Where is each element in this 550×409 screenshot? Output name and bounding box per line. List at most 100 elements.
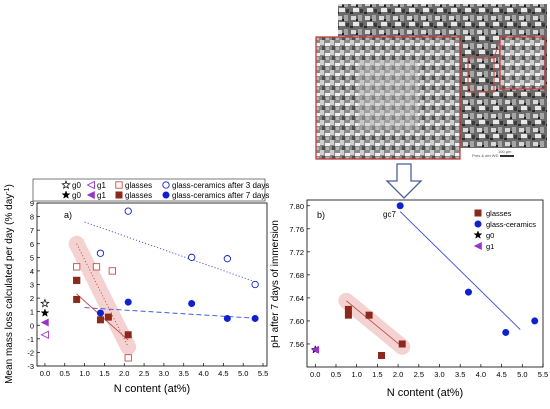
- point-gc_7d: [251, 314, 259, 322]
- chart-a-ytick-label: 8: [30, 213, 34, 222]
- chart-a-ytick-label: 0: [30, 321, 34, 330]
- chart-a-xtick-label: 4.0: [198, 369, 208, 378]
- point-glasses_7d: [104, 313, 112, 321]
- point-gc_3d: [251, 280, 259, 289]
- legend-glasses-marker: [474, 209, 482, 217]
- chart-b-xtick-label: 1.0: [351, 370, 361, 379]
- chart-a-xtick-label: 0.0: [40, 369, 50, 378]
- chart-b-ticks: 0.0 0.5 1.0 1.5 2.0 2.5 3.0 3.5 4.0 4.5 5.0 5.5 7.56…: [289, 202, 548, 379]
- point-glasses_3d: [92, 263, 101, 271]
- legend-g0-label: g0: [486, 231, 494, 240]
- chart-a-ylabel-close: ): [4, 184, 15, 187]
- point-glass-ceramics: [464, 288, 472, 296]
- point-glasses_3d: [108, 267, 116, 275]
- legend-glasses-3d-label: glasses: [125, 181, 152, 190]
- chart-b: b) N content (at%) pH after 7 days of im…: [270, 199, 548, 399]
- chart-a-ticks: 0.0 0.5 1.0 1.5 2.0 2.5 3.0 3.5 4.0 4.5 5.0 5.5 -3 -2…: [27, 199, 268, 378]
- point-g1_7d: [40, 318, 49, 327]
- chart-a-xtick-label: 2.0: [119, 369, 129, 378]
- chart-b-ytick-label: 7.80: [289, 202, 304, 211]
- chart-a-panel-label: a): [64, 210, 72, 220]
- chart-a-ytick-label: 1: [30, 308, 34, 317]
- chart-a-plot-frame: [36, 202, 268, 367]
- legend-g1-3d-label: g1: [97, 181, 106, 190]
- chart-b-ytick-label: 7.76: [289, 225, 304, 234]
- point-gc_7d: [124, 298, 132, 306]
- chart-b-xtick-label: 4.5: [496, 370, 506, 379]
- legend-g0-marker: [473, 230, 483, 239]
- legend-gc-7d-marker: [162, 191, 170, 199]
- fit-line-gc_fit: [399, 211, 521, 330]
- fit-line-gc_3d_fit: [84, 221, 260, 284]
- legend-gc-3d-label: glass-ceramics after 3 days: [172, 181, 269, 190]
- chart-a-ytick-label: -3: [27, 362, 34, 371]
- legend-g0-7d-label: g0: [72, 191, 81, 200]
- point-g0_7d: [40, 308, 50, 317]
- chart-a-ylabel-sup: -1: [4, 187, 11, 193]
- chart-a-ytick-label: 9: [30, 199, 34, 208]
- point-gc_7d: [188, 300, 196, 308]
- legend-g0-3d-marker: [61, 180, 71, 190]
- chart-a-xtick-label: 3.5: [179, 369, 189, 378]
- legend-a-markers: [61, 180, 170, 199]
- point-glass-ceramics: [396, 202, 404, 210]
- point-gc_3d: [124, 207, 132, 215]
- down-arrow-icon: [385, 163, 423, 199]
- chart-b-marks: [310, 202, 539, 359]
- point-glasses_7d: [73, 295, 81, 303]
- fit-line-glasses_3d_fit: [76, 243, 129, 348]
- chart-a-xlabel: N content (at%): [114, 383, 190, 395]
- point-gc_3d: [96, 249, 105, 257]
- chart-b-xtick-label: 3.0: [434, 370, 444, 379]
- point-g1: [311, 345, 320, 354]
- chart-a-marks: [40, 207, 259, 362]
- chart-a-ytick-label: 6: [30, 240, 34, 249]
- legend-glasses-7d-marker: [115, 191, 123, 199]
- fit-line-glasses_fit: [346, 300, 403, 348]
- chart-b-xtick-label: 5.0: [517, 370, 527, 379]
- point-glasses_3d: [73, 263, 81, 271]
- point-glasses: [365, 311, 373, 319]
- legend-g1-label: g1: [486, 242, 494, 251]
- legend-g1-marker: [473, 242, 482, 250]
- legend-g1-7d-label: g1: [97, 191, 106, 200]
- chart-a-ylabel-main: Mean mass loss calculated per day (% day: [4, 194, 15, 384]
- sem-zoom-right-frame: [499, 36, 546, 90]
- point-glass-ceramics: [531, 317, 539, 325]
- point-glasses: [378, 351, 386, 359]
- sem-scalebar-text: 100 µm: [498, 149, 512, 154]
- point-glasses: [398, 340, 406, 348]
- point-g0_3d: [40, 298, 50, 308]
- legend-g0-7d-marker: [61, 190, 71, 199]
- point-gc_3d: [188, 253, 196, 261]
- chart-b-xtick-label: 0.5: [331, 370, 341, 379]
- legend-g1-7d-marker: [86, 191, 95, 199]
- legend-glass-ceramics-label: glass-ceramics: [486, 220, 536, 229]
- chart-a-xtick-label: 1.0: [79, 369, 89, 378]
- chart-a-xtick-label: 4.5: [218, 369, 228, 378]
- chart-a-xtick-label: 0.5: [60, 369, 70, 378]
- chart-b-xtick-label: 2.0: [393, 370, 403, 379]
- chart-a-ytick-label: -1: [27, 335, 34, 344]
- legend-a: g0 g1 glasses glass-ceramics after 3 day…: [32, 178, 269, 202]
- chart-b-xtick-label: 2.5: [414, 370, 424, 379]
- point-glass-ceramics: [502, 328, 510, 336]
- point-glasses_7d: [124, 331, 132, 339]
- chart-b-ytick-label: 7.60: [289, 317, 304, 326]
- sem-zoom-left-frame: [315, 36, 461, 160]
- legend-g0-3d-label: g0: [72, 181, 81, 190]
- point-glasses_7d: [96, 316, 104, 324]
- chart-a-ytick-label: -2: [27, 348, 34, 357]
- point-glasses: [344, 311, 352, 319]
- chart-a-ytick-label: 5: [30, 253, 34, 262]
- chart-b-ytick-label: 7.72: [289, 248, 304, 257]
- chart-b-xtick-label: 3.5: [455, 370, 465, 379]
- chart-b-ytick-label: 7.68: [289, 271, 304, 280]
- chart-b-ytick-label: 7.56: [289, 340, 304, 349]
- point-glasses_3d: [124, 354, 132, 362]
- legend-glasses-label: glasses: [486, 209, 512, 218]
- chart-a-ylabel: Mean mass loss calculated per day (% day…: [4, 184, 15, 384]
- legend-g1-3d-marker: [86, 180, 95, 190]
- sem-micrograph: Mag Pres & det WD 100 µm: [315, 4, 547, 162]
